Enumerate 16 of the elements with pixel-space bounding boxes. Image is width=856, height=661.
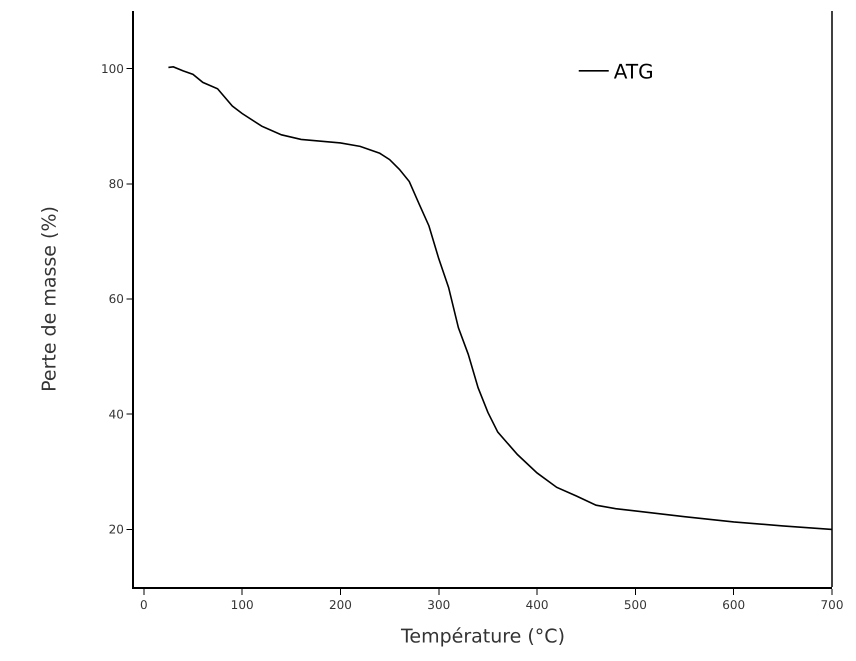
y-tick-label: 60 [108, 292, 124, 306]
x-axis-title: Température (°C) [400, 625, 565, 648]
x-tick-label: 600 [722, 598, 746, 612]
x-tick-label: 100 [230, 598, 254, 612]
y-tick-label: 100 [100, 62, 124, 76]
legend-label: ATG [614, 60, 654, 84]
x-tick-label: 300 [427, 598, 450, 612]
y-tick-label: 20 [108, 522, 124, 537]
y-tick-label: 80 [108, 177, 124, 191]
x-tick-label: 200 [328, 598, 352, 612]
y-axis-title: Perte de masse (%) [38, 206, 60, 392]
x-tick-label: 400 [526, 598, 549, 612]
x-tick-label: 0 [140, 598, 148, 612]
x-tick-label: 700 [820, 598, 844, 612]
x-tick-label: 500 [624, 598, 647, 612]
y-tick-label: 40 [108, 407, 124, 422]
